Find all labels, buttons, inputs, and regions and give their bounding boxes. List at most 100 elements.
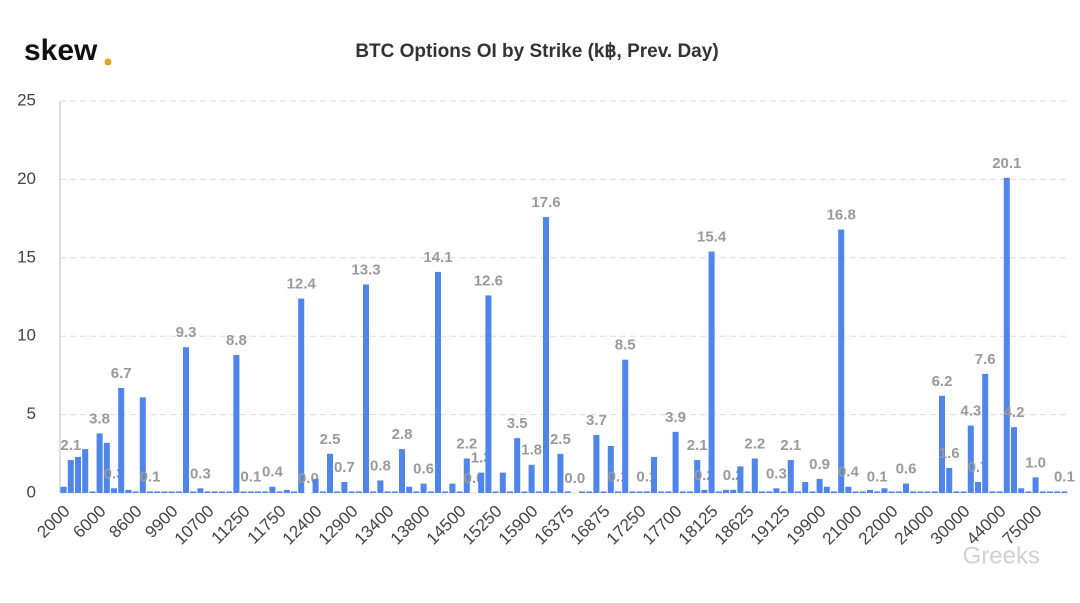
data-label: 2.2: [744, 435, 765, 452]
bar: [586, 491, 593, 493]
bar: [658, 491, 665, 493]
bar: [838, 229, 845, 494]
data-label: 1.6: [939, 445, 960, 462]
data-label: 0.0: [564, 470, 585, 487]
bar: [960, 491, 967, 493]
bar: [161, 491, 168, 493]
bar: [362, 284, 370, 493]
bar: [967, 425, 974, 493]
bar: [154, 491, 161, 493]
data-label: 1.8: [521, 442, 542, 459]
bar: [910, 491, 917, 493]
bar: [60, 486, 67, 493]
bar: [442, 491, 449, 493]
bar: [96, 433, 103, 493]
bar: [89, 491, 96, 493]
bar: [852, 491, 859, 493]
bar: [859, 491, 866, 493]
data-label: 0.7: [334, 459, 355, 476]
bar: [701, 489, 708, 493]
bar: [766, 491, 773, 493]
bar: [557, 453, 564, 493]
bar: [182, 347, 190, 493]
bar: [715, 491, 722, 493]
data-label: 4.3: [960, 403, 981, 420]
data-label: 0.3: [190, 465, 211, 482]
bar: [902, 483, 910, 493]
bar: [334, 491, 341, 493]
bar: [672, 431, 679, 493]
bar: [521, 491, 528, 493]
bar: [456, 491, 463, 493]
bar: [298, 298, 305, 493]
bar: [751, 458, 758, 493]
bar: [924, 491, 931, 493]
bar: [247, 491, 254, 493]
bar: [506, 491, 514, 493]
data-label: 2.8: [392, 426, 413, 443]
bar: [600, 491, 607, 493]
bar: [269, 486, 276, 493]
bar: [614, 491, 622, 493]
bar: [794, 491, 802, 493]
data-label: 12.6: [474, 272, 503, 289]
bar: [830, 491, 838, 493]
data-label: 9.3: [176, 324, 197, 341]
bar: [146, 491, 154, 493]
y-tick-label: 10: [17, 326, 36, 345]
bar: [139, 397, 146, 493]
bar: [607, 445, 614, 493]
data-label: 14.1: [423, 249, 452, 266]
bar: [370, 491, 377, 493]
bar: [398, 449, 406, 493]
bar: [132, 491, 139, 493]
bar: [1046, 491, 1054, 493]
bar: [355, 491, 362, 493]
bar: [578, 491, 586, 493]
bar: [190, 491, 197, 493]
data-label: 3.8: [89, 410, 110, 427]
y-tick-label: 0: [27, 482, 36, 501]
bar: [1018, 488, 1025, 493]
y-tick-label: 15: [17, 247, 36, 266]
data-label: 2.2: [456, 435, 477, 452]
data-label: 7.6: [975, 351, 996, 368]
bar: [1003, 177, 1010, 493]
bar: [809, 491, 816, 493]
bar: [1039, 491, 1046, 493]
data-label: 0.1: [867, 468, 888, 485]
bar: [888, 491, 895, 493]
bar: [413, 491, 420, 493]
data-label: 0.3: [766, 465, 787, 482]
bar: [744, 491, 751, 493]
data-label: 12.4: [287, 276, 317, 293]
bar: [931, 491, 938, 493]
bar: [708, 251, 715, 493]
data-label: 0.1: [1054, 468, 1075, 485]
bar: [341, 482, 348, 493]
bar: [377, 480, 384, 493]
bar: [478, 472, 485, 493]
data-label: 17.6: [531, 194, 560, 211]
bar: [938, 395, 946, 493]
bar: [492, 491, 499, 493]
bar: [262, 491, 269, 493]
bar: [1054, 491, 1061, 493]
bar: [326, 453, 334, 493]
bar: [391, 491, 398, 493]
data-label: 3.5: [507, 415, 528, 432]
data-label: 13.3: [351, 261, 380, 278]
y-tick-label: 25: [17, 90, 36, 109]
bar: [982, 373, 989, 493]
bar: [118, 387, 125, 493]
data-label: 6.2: [932, 373, 953, 390]
data-label: 1.0: [1025, 454, 1046, 471]
data-label: 20.1: [992, 155, 1021, 172]
data-label: 0.6: [896, 461, 917, 478]
bar: [629, 491, 636, 493]
bar: [996, 491, 1003, 493]
bar: [730, 489, 737, 493]
data-label: 6.7: [111, 365, 132, 382]
bar: [449, 483, 456, 493]
